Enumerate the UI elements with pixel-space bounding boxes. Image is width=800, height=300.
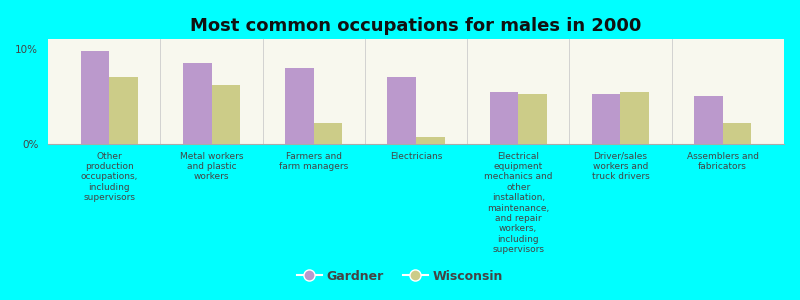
Bar bbox=[416, 137, 445, 144]
Bar bbox=[592, 94, 621, 144]
Bar bbox=[722, 123, 751, 144]
Bar bbox=[110, 77, 138, 144]
Bar bbox=[621, 92, 649, 144]
Bar bbox=[387, 77, 416, 144]
Legend: Gardner, Wisconsin: Gardner, Wisconsin bbox=[292, 265, 508, 288]
Bar bbox=[285, 68, 314, 144]
Title: Most common occupations for males in 2000: Most common occupations for males in 200… bbox=[190, 17, 642, 35]
Bar bbox=[183, 63, 211, 144]
Bar bbox=[314, 123, 342, 144]
Bar bbox=[211, 85, 240, 144]
Bar bbox=[81, 51, 110, 144]
Bar bbox=[490, 92, 518, 144]
Bar bbox=[518, 94, 547, 144]
Bar bbox=[694, 96, 722, 144]
